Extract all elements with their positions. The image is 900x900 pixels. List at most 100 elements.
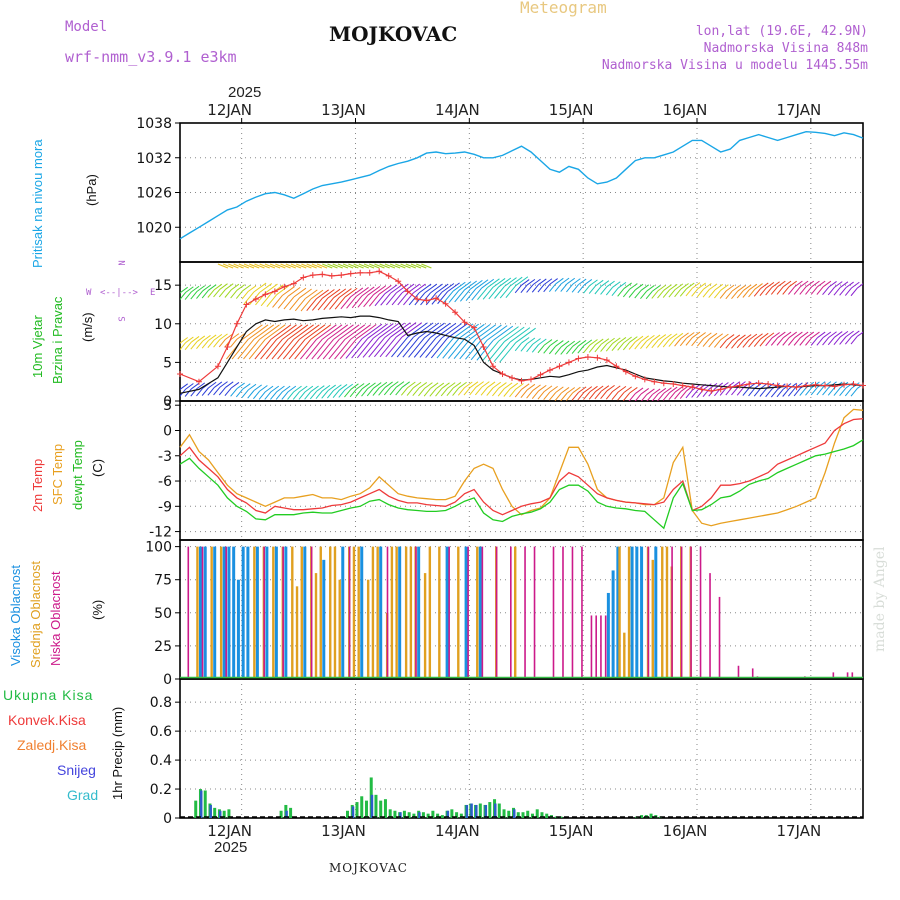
wind-barb: [389, 263, 401, 269]
precip-snow-bar: [418, 812, 421, 818]
precip-snow-bar: [470, 803, 473, 818]
cloud-bar: [647, 546, 650, 678]
ytick-label: -6: [158, 474, 172, 490]
wind-barb: [645, 290, 653, 300]
panel-frame: [179, 400, 864, 541]
wind-barb: [794, 331, 803, 339]
ytick-label: 3: [163, 398, 172, 414]
precip-snow-label: Snijeg: [57, 762, 96, 778]
wind-barb: [463, 387, 471, 396]
wind-barb: [437, 291, 448, 305]
wind-barb: [299, 288, 312, 299]
wind-barb: [810, 286, 818, 295]
wind-barb: [363, 263, 375, 269]
wind-barb: [520, 343, 528, 352]
precip-snow-bar: [513, 809, 516, 818]
wind-barb: [373, 323, 394, 339]
wind-barb: [241, 291, 249, 300]
wind-barb: [776, 337, 784, 346]
wind-barb: [283, 296, 295, 310]
wind-barb: [748, 333, 758, 341]
sfc-temp-line: [179, 408, 864, 527]
wind-barb: [617, 288, 625, 297]
wind-barb: [249, 263, 260, 269]
wind-barb: [180, 342, 187, 351]
wind-barb: [430, 382, 439, 389]
compass-e: E: [150, 288, 156, 298]
wind-barb: [572, 278, 581, 285]
wind-barb: [548, 283, 557, 292]
wind-barb: [471, 287, 483, 301]
cloud-bar: [322, 559, 326, 678]
wind-barb: [369, 263, 380, 269]
wind-barb: [537, 344, 545, 354]
ytick-label: -3: [158, 449, 172, 465]
wind-barb: [253, 384, 262, 391]
cloud-bar: [533, 546, 536, 678]
wind-barb: [777, 280, 786, 288]
wind-barb: [657, 334, 667, 341]
wind-barb: [822, 337, 830, 346]
wind-barb: [583, 391, 591, 400]
wind-barb: [196, 335, 206, 342]
wind-barb: [287, 391, 295, 400]
wind-barb: [668, 289, 676, 298]
wind-barb: [492, 387, 500, 397]
wind-barb: [367, 323, 388, 339]
wind-barb: [306, 298, 317, 312]
wind-barb: [583, 339, 593, 346]
wind-barb: [753, 338, 761, 347]
wind-barb: [834, 331, 843, 338]
wind-barb: [418, 382, 428, 389]
wind-barb: [594, 285, 602, 295]
wind-barb: [652, 285, 661, 292]
wind-barb: [600, 286, 608, 295]
cloud-bar: [627, 546, 631, 678]
ytick-label: 0.8: [150, 695, 172, 711]
cloud-bar: [562, 546, 564, 678]
wind-barb: [329, 297, 340, 310]
precip-snow-bar: [446, 810, 450, 818]
wind-barb: [578, 386, 587, 393]
wind-barb: [685, 337, 693, 346]
wind-barb: [783, 331, 792, 339]
wind-barb: [634, 393, 642, 401]
wind-barb: [770, 389, 779, 398]
cloud-bar: [274, 546, 278, 678]
wind-barb: [241, 389, 249, 398]
wind-barb: [799, 286, 807, 295]
wind-barb: [190, 291, 198, 300]
precip-total-bar: [383, 799, 387, 818]
wind-barb: [726, 284, 735, 292]
wind-barb: [378, 284, 392, 295]
wind-barb: [310, 385, 319, 392]
wind-barb: [844, 336, 853, 345]
wind-barb: [521, 279, 530, 286]
wind-gust-marker: [177, 370, 183, 377]
wind-barb: [588, 285, 596, 294]
precip-total-bar: [459, 813, 463, 818]
wind-barb: [617, 392, 625, 401]
wind-barb: [276, 385, 285, 393]
wind-barb: [696, 338, 705, 347]
wind-gust-marker: [698, 386, 705, 393]
precip-total-bar: [436, 813, 440, 818]
wind-barb: [379, 336, 397, 358]
wind-barb: [606, 384, 615, 392]
wind-barb: [646, 334, 655, 342]
cloud-bar: [611, 570, 615, 678]
wind-barb: [459, 338, 477, 360]
wind-barb: [373, 382, 382, 389]
wind-barb: [469, 381, 479, 388]
wind-barb: [839, 287, 847, 296]
wind-barb: [287, 286, 301, 297]
cloud-bar: [415, 546, 417, 678]
wind-barb: [554, 392, 562, 401]
wind-barb: [452, 323, 474, 339]
cloud-bar: [630, 546, 634, 678]
cloud-bar: [851, 672, 854, 678]
wind-barb: [651, 393, 659, 401]
wind-barb: [606, 337, 615, 345]
wind-barb: [657, 284, 667, 292]
wind-barb: [640, 394, 648, 401]
